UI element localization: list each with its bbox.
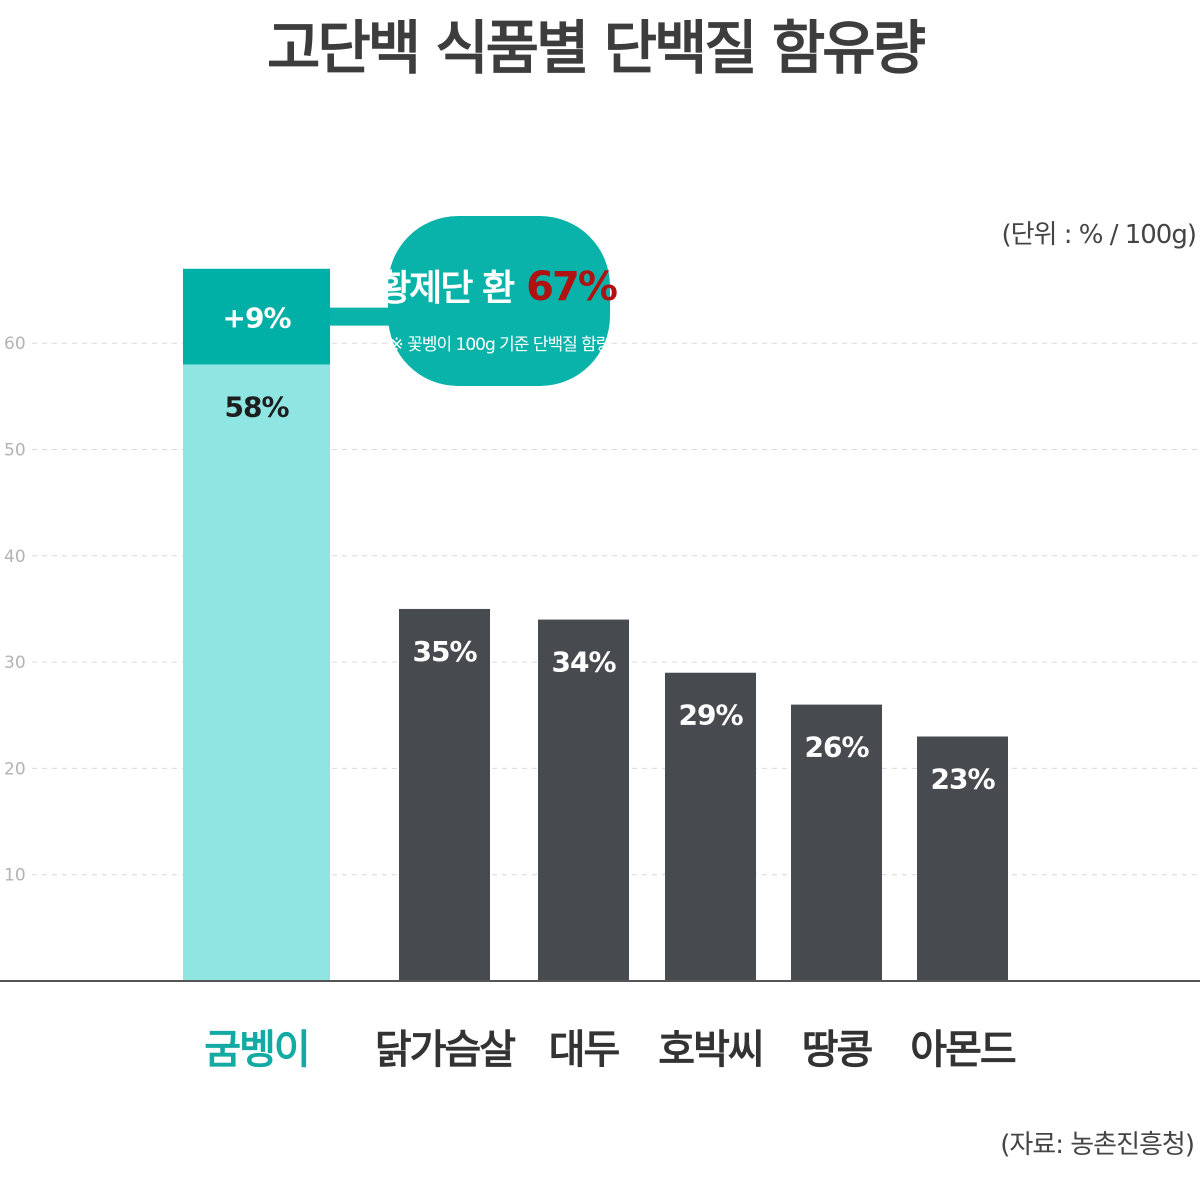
category-label: 굼벵이 [204,1027,308,1073]
bar [917,736,1008,981]
y-tick-label: 30 [4,653,26,673]
callout-note: ※ 꽃벵이 100g 기준 단백질 함량 [390,335,612,355]
value-labels: +9% 58% 35% 34% 29% 26% 23% [223,302,997,796]
callout-value-text: 67% [526,264,617,310]
category-label: 아몬드 [910,1027,1016,1073]
bar [399,608,490,981]
bars [183,268,1008,982]
bar-value-label: 35% [412,635,477,668]
callout-bubble: 황제단 환 67% ※ 꽃벵이 100g 기준 단백질 함량 [378,216,619,386]
bar-value-label: 58% [224,390,289,423]
bar-value-label: 34% [551,646,616,679]
callout-main-text: 황제단 환 [378,268,515,309]
unit-note: (단위 : % / 100g) [1001,220,1196,250]
callout-background [388,216,610,386]
bar-value-label: +9% [223,302,292,335]
y-tick-label: 20 [4,759,26,779]
category-label: 닭가슴살 [375,1027,516,1073]
y-tick-label: 40 [4,547,26,567]
bar-value-label: 23% [930,763,995,796]
svg-text:황제단 환 67%: 황제단 환 67% [378,264,617,310]
category-labels: 굼벵이 닭가슴살 대두 호박씨 땅콩 아몬드 [204,1027,1018,1073]
bar-value-label: 26% [804,731,869,764]
bar [538,619,629,981]
bar [665,672,756,981]
bar-value-label: 29% [678,699,743,732]
callout-connector [330,307,392,326]
y-tick-label: 10 [4,866,26,886]
y-tick-label: 60 [4,334,26,354]
source-note: (자료: 농촌진흥청) [1000,1130,1194,1160]
category-label: 땅콩 [802,1027,873,1073]
y-tick-label: 50 [4,441,26,461]
bar-highlight-base [183,364,330,982]
bar-highlight-extra [183,268,330,365]
category-label: 대두 [549,1027,620,1073]
category-label: 호박씨 [658,1027,762,1073]
bar [791,704,882,981]
callout-connector-bar [330,307,392,326]
y-axis-ticks: 10 20 30 40 50 60 [4,334,26,886]
chart-title: 고단백 식품별 단백질 함유량 [267,14,926,82]
